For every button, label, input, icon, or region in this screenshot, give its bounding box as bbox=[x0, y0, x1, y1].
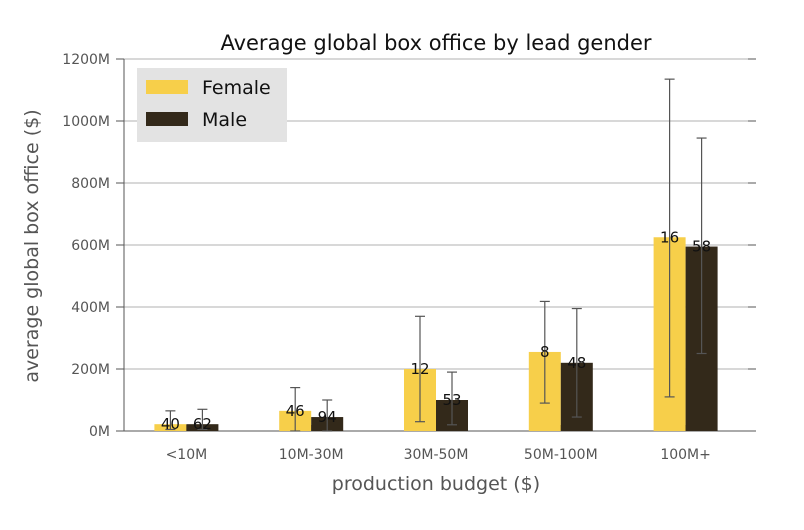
data-labels: 40 46 12 8 16 62 94 53 48 58 bbox=[161, 228, 711, 433]
x-axis-label: production budget ($) bbox=[332, 473, 540, 495]
y-tick-label: 1000M bbox=[62, 114, 110, 130]
x-tick-label: 30M-50M bbox=[404, 447, 469, 463]
x-tick-label: <10M bbox=[166, 447, 208, 463]
y-tick-label: 1200M bbox=[62, 52, 110, 68]
y-axis-label: average global box office ($) bbox=[21, 109, 43, 382]
y-tick-label: 800M bbox=[71, 176, 110, 192]
bars bbox=[154, 78, 718, 432]
x-tick-label: 100M+ bbox=[660, 447, 711, 463]
legend: Female Male bbox=[137, 68, 287, 142]
legend-label-male: Male bbox=[202, 109, 247, 131]
count-label: 48 bbox=[567, 354, 586, 372]
legend-swatch-female bbox=[146, 80, 188, 94]
legend-swatch-male bbox=[146, 112, 188, 126]
y-tick-label: 600M bbox=[71, 238, 110, 254]
x-tick-label: 50M-100M bbox=[524, 447, 598, 463]
count-label: 46 bbox=[286, 402, 305, 420]
count-label: 53 bbox=[442, 391, 461, 409]
count-label: 12 bbox=[410, 360, 429, 378]
chart-title: Average global box office by lead gender bbox=[220, 31, 651, 55]
legend-label-female: Female bbox=[202, 77, 271, 99]
count-label: 40 bbox=[161, 415, 180, 433]
count-label: 62 bbox=[193, 415, 212, 433]
y-tick-label: 400M bbox=[71, 300, 110, 316]
axis-ticks: 0M 200M 400M 600M 800M 1000M 1200M <10M 10M-30M 3… bbox=[62, 52, 756, 463]
count-label: 16 bbox=[660, 228, 679, 246]
count-label: 94 bbox=[318, 408, 337, 426]
y-tick-label: 200M bbox=[71, 362, 110, 378]
count-label: 58 bbox=[692, 238, 711, 256]
y-tick-label: 0M bbox=[89, 424, 110, 440]
count-label: 8 bbox=[540, 343, 550, 361]
x-tick-label: 10M-30M bbox=[279, 447, 344, 463]
